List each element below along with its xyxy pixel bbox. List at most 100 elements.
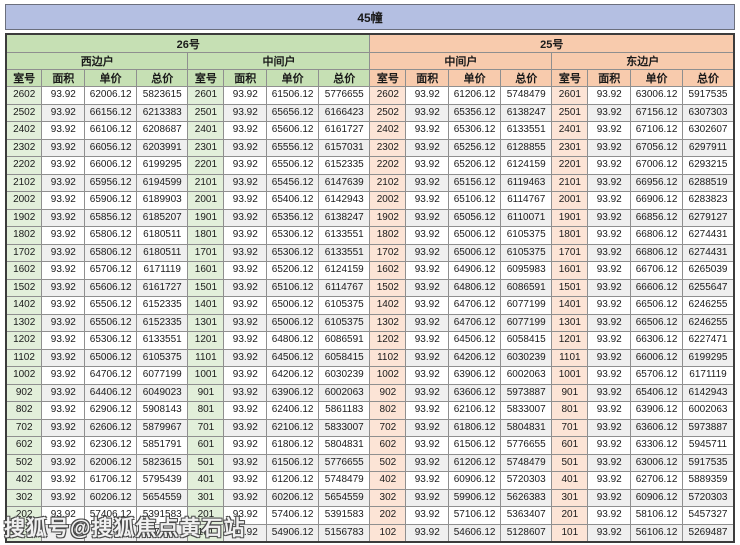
cell-area: 93.92: [41, 138, 86, 157]
cell-room: 701: [187, 418, 225, 437]
cell-total-price: 6002063: [318, 383, 371, 402]
cell-area: 93.92: [41, 313, 86, 332]
cell-unit-price: 64506.12: [266, 348, 320, 367]
cell-total-price: 6152335: [318, 156, 371, 175]
cell-area: 93.92: [587, 506, 632, 525]
cell-unit-price: 66106.12: [84, 121, 138, 140]
cell-unit-price: 64206.12: [266, 366, 320, 385]
cell-room: 801: [187, 401, 225, 420]
cell-room: 902: [369, 383, 407, 402]
cell-room: 1202: [5, 331, 43, 350]
cell-total-price: 5748479: [500, 453, 553, 472]
cell-total-price: 6166423: [318, 103, 371, 122]
cell-total-price: 6208687: [136, 121, 189, 140]
cell-total-price: 5748479: [500, 86, 553, 105]
cell-unit-price: 66306.12: [630, 331, 683, 350]
cell-room: 2301: [187, 138, 225, 157]
cell-area: 93.92: [405, 121, 450, 140]
cell-area: 93.92: [405, 418, 450, 437]
cell-unit-price: 66956.12: [630, 173, 683, 192]
cell-unit-price: 67006.12: [630, 156, 683, 175]
cell-total-price: 6199295: [136, 156, 189, 175]
cell-room: 202: [5, 506, 43, 525]
cell-unit-price: 65806.12: [84, 226, 138, 245]
cell-unit-price: 63006.12: [630, 453, 683, 472]
cell-area: 93.92: [405, 191, 450, 210]
table-header: 26号 25号 西边户 中间户 中间户 东边户 室号 面积 单价 总价 室号 面积 单价 总价…: [5, 33, 735, 87]
cell-total-price: 5795439: [136, 471, 189, 490]
cell-unit-price: 65406.12: [266, 191, 320, 210]
cell-unit-price: 62406.12: [266, 401, 320, 420]
cell-area: 93.92: [223, 138, 268, 157]
cell-area: 93.92: [587, 383, 632, 402]
cell-room: 502: [5, 453, 43, 472]
cell-unit-price: 65506.12: [266, 156, 320, 175]
cell-unit-price: 66506.12: [630, 296, 683, 315]
cell-unit-price: 65006.12: [448, 243, 502, 262]
cell-room: 1702: [5, 243, 43, 262]
cell-total-price: 6124159: [318, 261, 371, 280]
cell-unit-price: 65006.12: [266, 313, 320, 332]
cell-room: 1301: [187, 313, 225, 332]
cell-unit-price: 63906.12: [630, 401, 683, 420]
table-row: 1702 93.92 65806.12 6180511 1701 93.92 65306.1…: [5, 243, 735, 262]
cell-total-price: 6279127: [681, 208, 735, 227]
cell-total-price: 6283823: [681, 191, 735, 210]
cell-room: 1901: [187, 208, 225, 227]
building-26-header: 26号: [5, 33, 371, 53]
cell-unit-price: 66856.12: [630, 208, 683, 227]
table-row: 902 93.92 64406.12 6049023 901 93.92 63906.12 6…: [5, 383, 735, 402]
cell-unit-price: 63906.12: [448, 366, 502, 385]
cell-total-price: 6142943: [681, 383, 735, 402]
cell-unit-price: 65306.12: [266, 243, 320, 262]
cell-total-price: 5945711: [681, 436, 735, 455]
cell-area: 93.92: [41, 261, 86, 280]
cell-unit-price: 63906.12: [266, 383, 320, 402]
column-header-total-price: 总价: [681, 69, 735, 87]
cell-area: 93.92: [223, 86, 268, 105]
cell-unit-price: 65956.12: [84, 173, 138, 192]
cell-total-price: 5823615: [136, 453, 189, 472]
cell-total-price: 6058415: [318, 348, 371, 367]
cell-room: 2402: [5, 121, 43, 140]
cell-unit-price: [84, 523, 138, 543]
cell-room: 401: [551, 471, 589, 490]
cell-room: 2302: [5, 138, 43, 157]
cell-total-price: 6002063: [500, 366, 553, 385]
cell-room: 2101: [187, 173, 225, 192]
cell-unit-price: 61506.12: [266, 86, 320, 105]
cell-unit-price: 61706.12: [84, 471, 138, 490]
cell-area: 93.92: [405, 296, 450, 315]
cell-unit-price: 62606.12: [84, 418, 138, 437]
cell-room: 1402: [5, 296, 43, 315]
cell-total-price: 6077199: [500, 296, 553, 315]
cell-total-price: 6030239: [318, 366, 371, 385]
cell-unit-price: 58106.12: [630, 506, 683, 525]
cell-unit-price: 65006.12: [266, 296, 320, 315]
table-row: 1802 93.92 65806.12 6180511 1801 93.92 65306.1…: [5, 226, 735, 245]
cell-room: 201: [187, 506, 225, 525]
cell-room: 1401: [551, 296, 589, 315]
cell-unit-price: 64906.12: [448, 261, 502, 280]
cell-unit-price: 65306.12: [84, 331, 138, 350]
building-title-bar: 45幢: [5, 4, 735, 30]
cell-total-price: 5269487: [681, 523, 735, 543]
cell-area: 93.92: [587, 331, 632, 350]
cell-area: 93.92: [223, 156, 268, 175]
cell-area: 93.92: [41, 278, 86, 297]
cell-unit-price: 64706.12: [448, 313, 502, 332]
column-header-room: 室号: [551, 69, 589, 87]
cell-unit-price: 65656.12: [266, 103, 320, 122]
cell-total-price: 5776655: [318, 453, 371, 472]
section-header-row: 西边户 中间户 中间户 东边户: [5, 52, 735, 70]
cell-area: 93.92: [587, 401, 632, 420]
cell-room: 1402: [369, 296, 407, 315]
cell-unit-price: 65356.12: [448, 103, 502, 122]
cell-unit-price: 62706.12: [630, 471, 683, 490]
cell-room: 1602: [5, 261, 43, 280]
section-middle-25: 中间户: [369, 52, 553, 70]
cell-unit-price: 65406.12: [630, 383, 683, 402]
cell-unit-price: 66906.12: [630, 191, 683, 210]
cell-unit-price: 65906.12: [84, 191, 138, 210]
cell-room: 2202: [369, 156, 407, 175]
